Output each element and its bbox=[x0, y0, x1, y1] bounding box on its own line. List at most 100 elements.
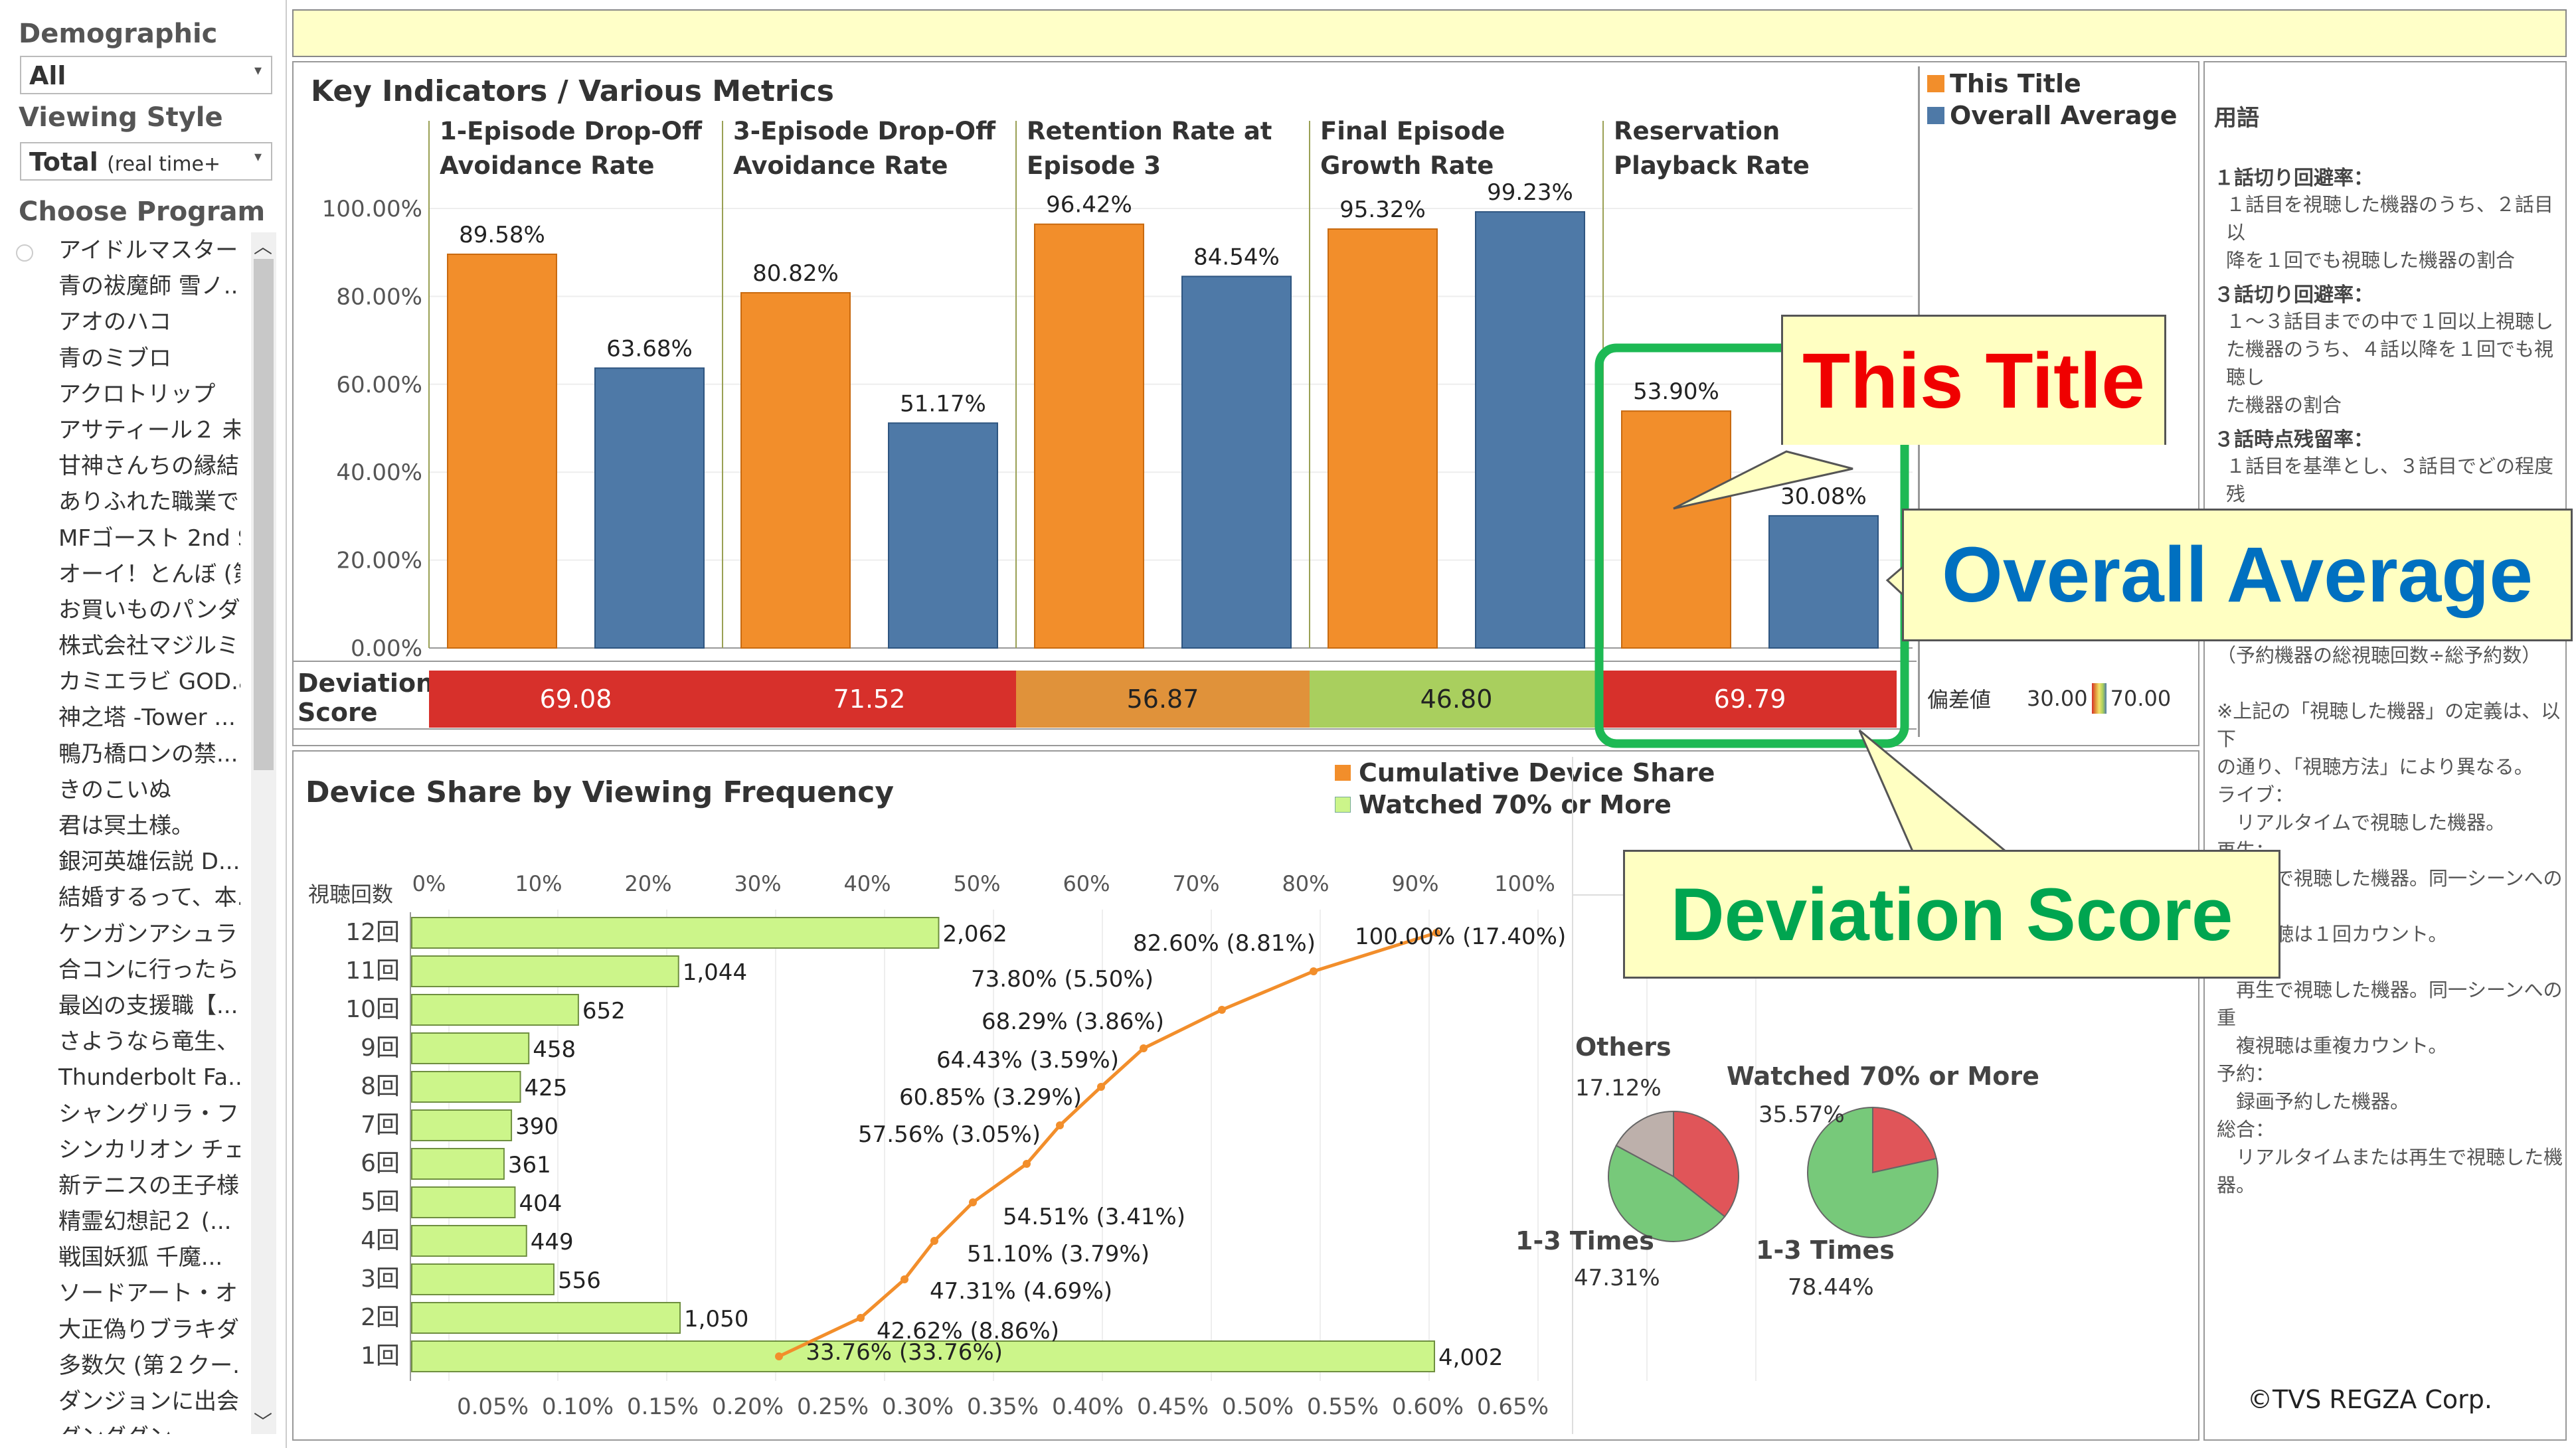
color-scale-icon bbox=[2091, 683, 2106, 714]
program-item[interactable]: 銀河英雄伝説 D... bbox=[58, 848, 240, 876]
program-item[interactable]: 新テニスの王子様... bbox=[58, 1172, 240, 1199]
program-item[interactable]: 戦国妖狐 千魔... bbox=[58, 1244, 223, 1271]
deviation-value: 71.52 bbox=[833, 684, 906, 714]
deviation-legend-label: 偏差値 bbox=[1927, 687, 1992, 712]
bottom-tick-label: 0.40% bbox=[1052, 1394, 1124, 1420]
bar-this-title bbox=[447, 253, 557, 649]
glossary-note: の通り、「視聴方法」により異なる。 bbox=[2217, 756, 2533, 778]
program-item[interactable]: 君は冥土様。 bbox=[58, 813, 194, 839]
pie-slice bbox=[1615, 1110, 1674, 1178]
share-bar bbox=[411, 1071, 521, 1103]
program-item[interactable]: 最凶の支援職【... bbox=[58, 992, 238, 1019]
bottom-tick-label: 0.45% bbox=[1137, 1394, 1209, 1420]
deviation-legend-max: 70.00 bbox=[2110, 686, 2172, 711]
program-item[interactable]: オーイ！とんぼ (第... bbox=[58, 560, 240, 588]
metric-name: Episode 3 bbox=[1027, 151, 1161, 180]
bottom-tick-label: 0.25% bbox=[797, 1394, 869, 1420]
bar-value-label: 99.23% bbox=[1487, 179, 1573, 206]
program-item[interactable]: Thunderbolt Fa... bbox=[58, 1064, 240, 1091]
cumulative-label: 51.10% (3.79%) bbox=[967, 1241, 1150, 1267]
glossary-lower: （予約機器の総視聴回数÷総予約数） ※上記の「視聴した機器」の定義は、以下 の通り、… bbox=[2214, 641, 2565, 1199]
program-item[interactable]: シンカリオン チェン... bbox=[58, 1136, 240, 1163]
pie-slice bbox=[1673, 1110, 1739, 1218]
bar-overall-average bbox=[888, 422, 998, 649]
share-bar bbox=[411, 1109, 513, 1141]
program-item[interactable]: 青のミブロ bbox=[58, 345, 171, 372]
glossary-note: リアルタイムまたは再生で視聴した機器。 bbox=[2217, 1146, 2563, 1196]
program-item[interactable]: MFゴースト 2nd S... bbox=[58, 524, 240, 552]
program-item[interactable]: お買いものパンダ！ bbox=[58, 596, 240, 623]
share-bar-value: 1,044 bbox=[683, 959, 747, 986]
metric-name: Growth Rate bbox=[1320, 151, 1494, 180]
legend-item-cumulative: Cumulative Device Share bbox=[1335, 758, 1715, 787]
pie-slice bbox=[1872, 1106, 1937, 1174]
program-item[interactable]: アサティール２ 未... bbox=[58, 416, 240, 443]
row-label: 1回 bbox=[361, 1342, 400, 1370]
cumulative-point bbox=[1432, 929, 1440, 937]
program-item[interactable]: さようなら竜生、こ... bbox=[58, 1028, 240, 1056]
deviation-value: 46.80 bbox=[1420, 684, 1493, 714]
metric-name: Playback Rate bbox=[1614, 151, 1810, 180]
program-item[interactable]: シャングリラ・フロン... bbox=[58, 1100, 240, 1127]
program-item[interactable]: 神之塔 -Tower ... bbox=[58, 704, 236, 732]
bar-this-title bbox=[1034, 223, 1144, 649]
top-tick-label: 90% bbox=[1391, 871, 1438, 896]
bar-value-label: 95.32% bbox=[1339, 197, 1426, 223]
bar-this-title bbox=[740, 291, 851, 649]
glossary-note: 予約： bbox=[2217, 1062, 2275, 1085]
glossary-note: ※上記の「視聴した機器」の定義は、以下 bbox=[2217, 700, 2561, 750]
pie-left-others-value: 17.12% bbox=[1575, 1075, 1662, 1101]
cumulative-label: 47.31% (4.69%) bbox=[930, 1278, 1112, 1305]
bar-overall-average bbox=[594, 367, 705, 649]
choose-program-label: Choose Program bbox=[19, 197, 266, 227]
viewing-style-select[interactable]: Total (real time+ ▾ bbox=[20, 142, 272, 181]
program-item[interactable]: 精霊幻想記２ (... bbox=[58, 1208, 232, 1236]
metric-name: Retention Rate at bbox=[1027, 117, 1272, 145]
glossary-note: 再生で視聴した機器。同一シーンへの重 bbox=[2217, 867, 2563, 918]
chevron-down-icon[interactable]: ﹀ bbox=[254, 1411, 273, 1433]
program-item[interactable]: カミエラビ GOD.a... bbox=[58, 669, 240, 696]
share-bar-value: 652 bbox=[582, 998, 626, 1024]
program-item[interactable]: 甘神さんちの縁結び bbox=[58, 453, 240, 480]
program-item[interactable]: アオのハコ bbox=[58, 309, 171, 336]
y-tick-label: 80.00% bbox=[336, 283, 422, 310]
program-item[interactable]: 鴨乃橋ロンの禁... bbox=[58, 740, 238, 767]
program-item[interactable]: アクロトリップ bbox=[58, 380, 216, 408]
device-share-chart: 視聴回数 0% 10% 20% 30% 40% 50% 60% 70% 80% 90% 100% 0.0… bbox=[308, 757, 2039, 1434]
radio-button[interactable] bbox=[16, 244, 33, 262]
program-item[interactable]: 青の祓魔師 雪ノ... bbox=[58, 273, 240, 300]
program-item[interactable]: ソードアート・オンラ... bbox=[58, 1280, 240, 1307]
pie-slice bbox=[1807, 1106, 1938, 1238]
program-item[interactable]: ケンガンアシュラ (S... bbox=[58, 920, 240, 947]
deviation-cell bbox=[1016, 671, 1310, 728]
top-tick-label: 40% bbox=[843, 871, 891, 896]
program-item[interactable]: アイドルマスター シ... bbox=[58, 237, 240, 264]
demographic-select[interactable]: All ▾ bbox=[20, 56, 272, 94]
scrollbar-thumb[interactable] bbox=[254, 259, 274, 770]
program-item[interactable]: 大正偽りブラキダ... bbox=[58, 1316, 240, 1343]
glossary-term: １話切り回避率： bbox=[2214, 167, 2373, 190]
bottom-tick-label: 0.60% bbox=[1392, 1394, 1464, 1420]
deviation-value: 56.87 bbox=[1127, 684, 1199, 714]
program-item[interactable]: きのこいぬ bbox=[58, 776, 171, 803]
deviation-label: Deviation bbox=[298, 669, 434, 698]
chevron-up-icon[interactable]: ︿ bbox=[254, 236, 273, 258]
glossary-term: ３話時点残留率： bbox=[2214, 428, 2373, 451]
pie-right-others-value: 35.57% bbox=[1759, 1101, 1845, 1128]
bottom-tick-label: 0.50% bbox=[1222, 1394, 1294, 1420]
cumulative-point bbox=[969, 1198, 977, 1206]
glossary-definition: １話目を基準とし、３話目でどの程度残 bbox=[2226, 455, 2554, 505]
program-item[interactable]: 結婚するって、本... bbox=[58, 884, 240, 912]
y-tick-label: 60.00% bbox=[336, 372, 422, 398]
program-item[interactable]: 合コンに行ったら... bbox=[58, 956, 240, 983]
program-item[interactable]: 株式会社マジルミエ bbox=[58, 633, 240, 660]
program-item[interactable]: ありふれた職業で... bbox=[58, 489, 240, 516]
program-item[interactable]: ダンジョンに出会... bbox=[58, 1388, 240, 1415]
program-list-scrollbar[interactable]: ︿ ﹀ bbox=[251, 232, 276, 1434]
cumulative-point bbox=[1097, 1083, 1105, 1091]
share-bar bbox=[411, 1340, 1435, 1372]
program-item[interactable]: 多数欠 (第２クー... bbox=[58, 1352, 240, 1379]
cumulative-label: 54.51% (3.41%) bbox=[1003, 1204, 1185, 1230]
program-item[interactable]: ダンダダン bbox=[15, 1419, 240, 1434]
bottom-tick-label: 0.20% bbox=[712, 1394, 784, 1420]
